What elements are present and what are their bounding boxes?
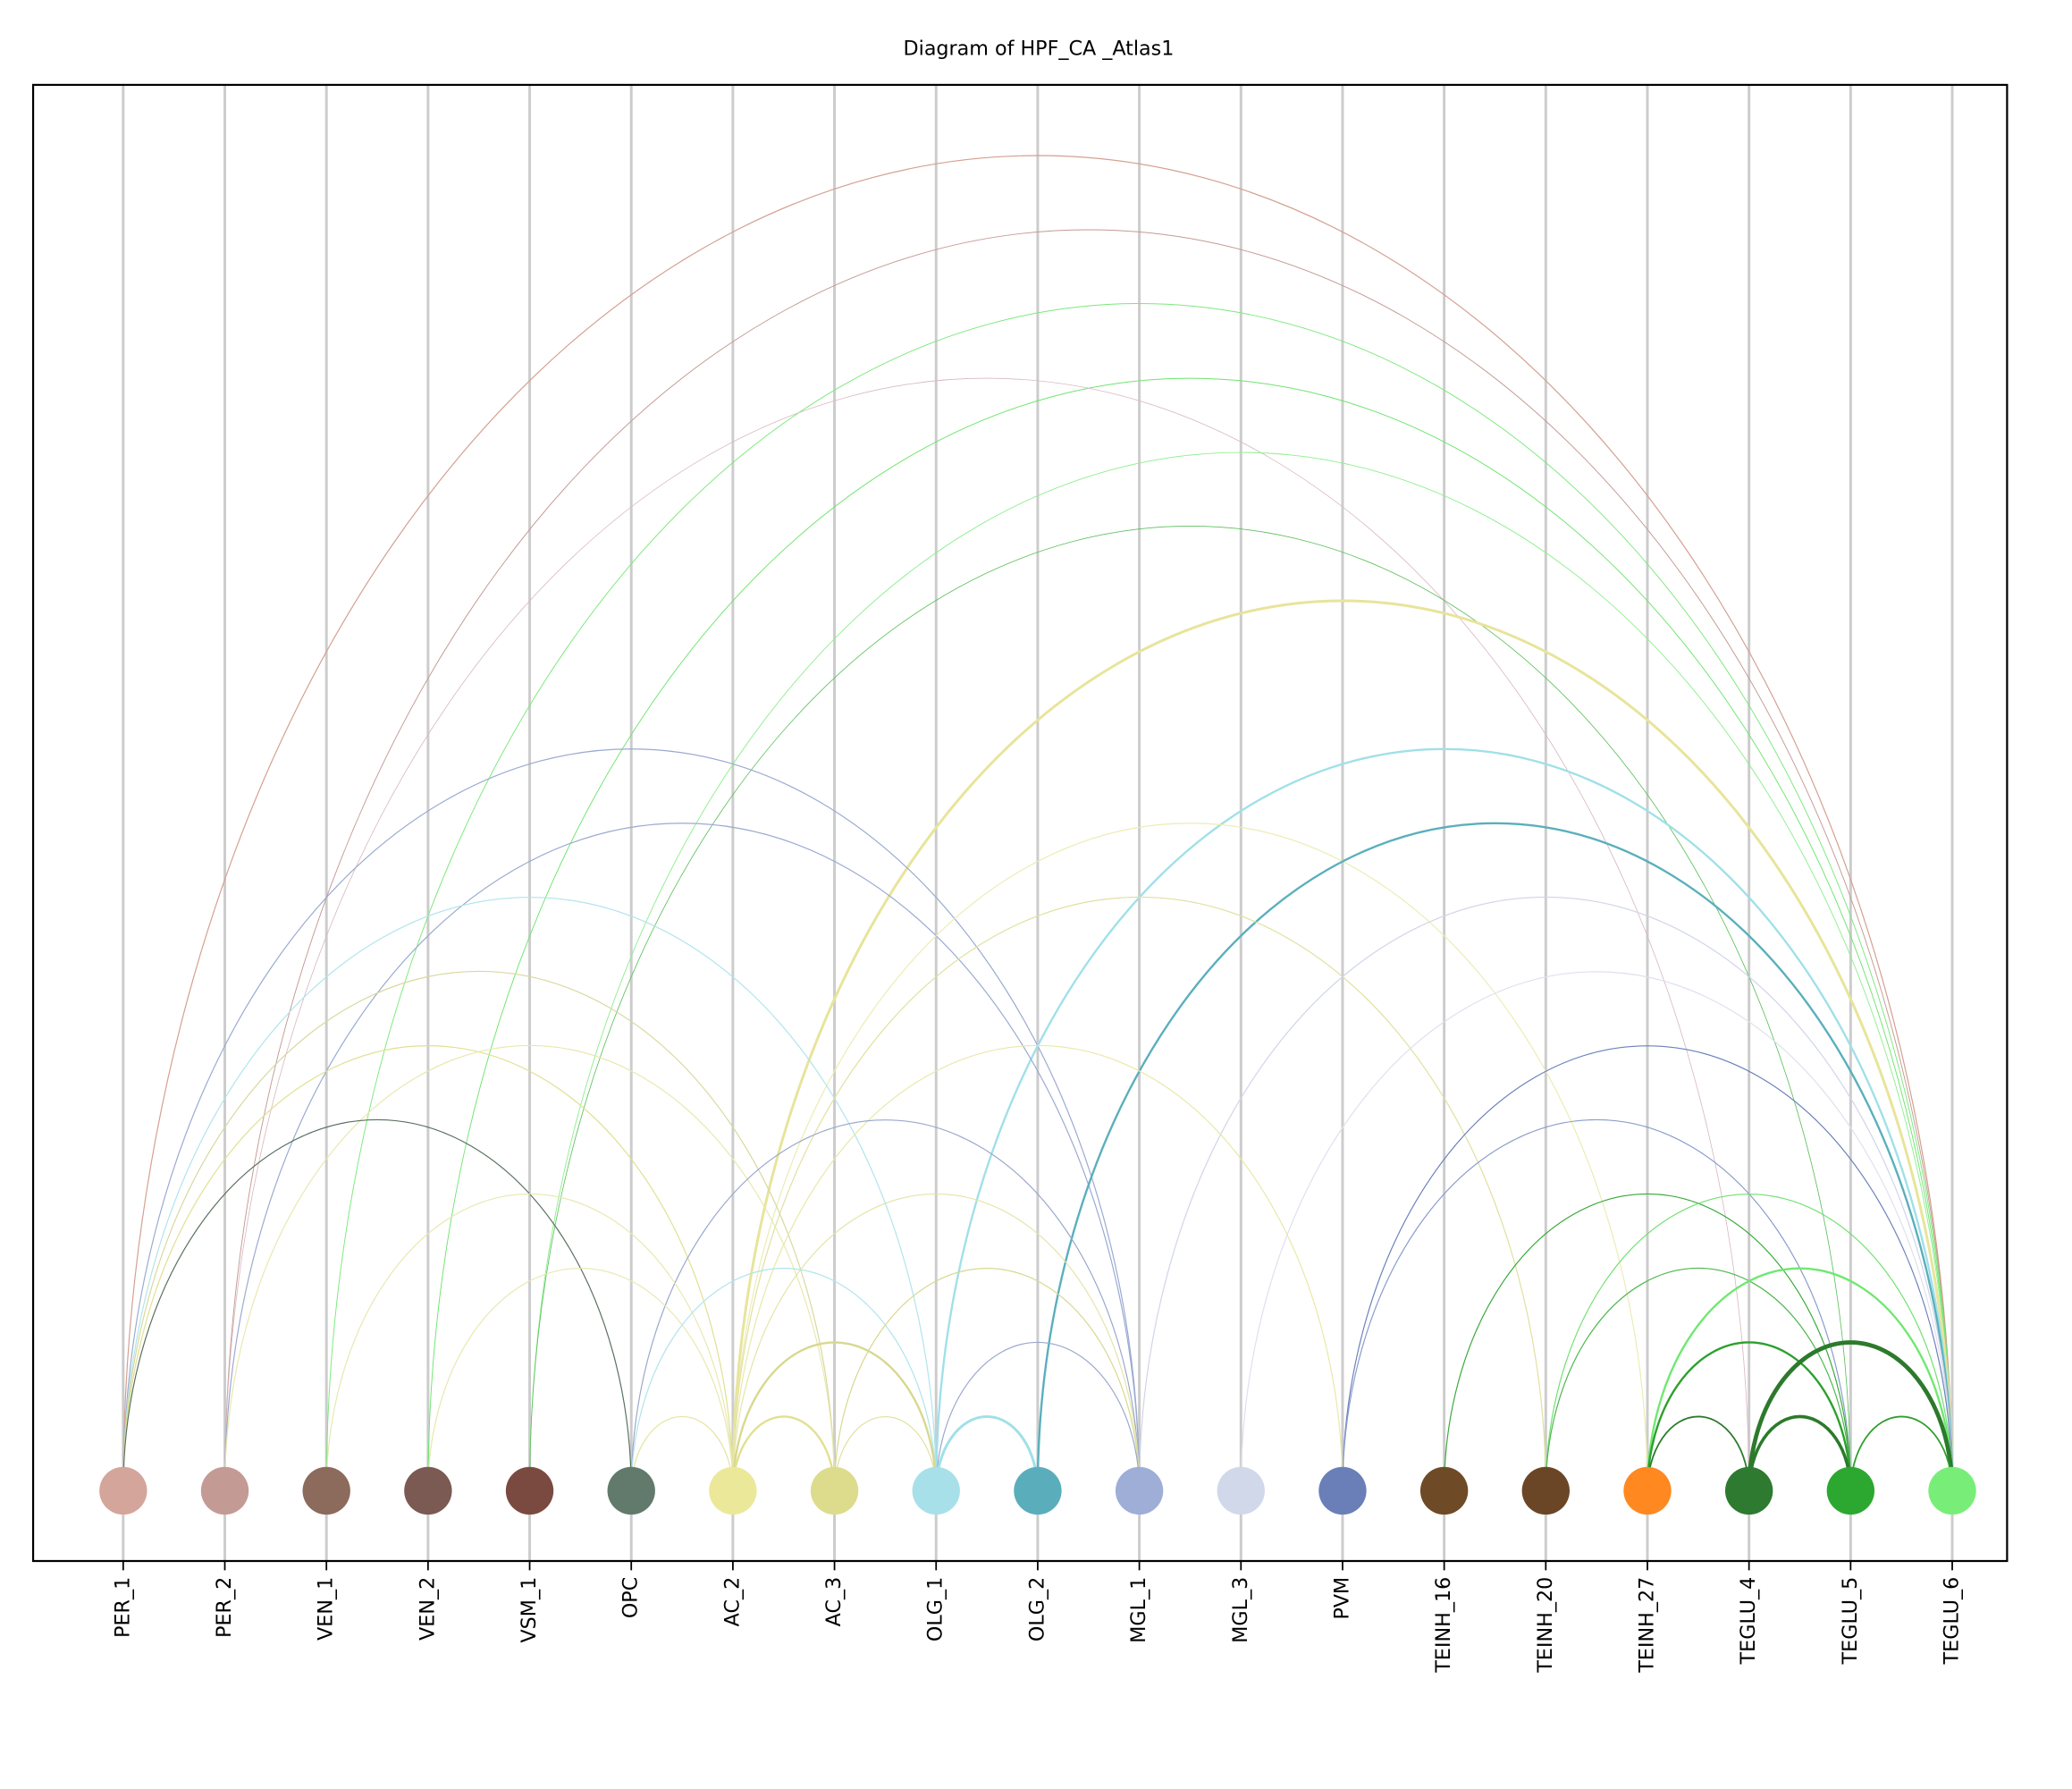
diagram-title: Diagram of HPF_CA _Atlas1 xyxy=(904,37,1175,60)
edge-arc xyxy=(223,1044,836,1491)
edge-arc xyxy=(325,303,1953,1491)
edge-arc xyxy=(732,1044,1343,1491)
node xyxy=(1115,1466,1164,1515)
edge-arc xyxy=(1240,970,1953,1491)
edge-arc xyxy=(122,1118,632,1491)
node-label: VEN_2 xyxy=(416,1577,439,1641)
edge-arc xyxy=(630,1118,1141,1491)
node-label: PER_2 xyxy=(213,1577,236,1638)
edge-arc xyxy=(833,1267,1141,1491)
node xyxy=(1928,1466,1976,1515)
edge-arc xyxy=(1444,1193,1851,1491)
edge-arc xyxy=(122,747,1141,1491)
edge-arc xyxy=(1747,1414,1853,1491)
edge-arc xyxy=(731,1415,836,1491)
node xyxy=(1623,1466,1672,1515)
node-label: OLG_1 xyxy=(924,1577,948,1641)
edge-arc xyxy=(122,970,836,1491)
node xyxy=(505,1466,554,1515)
edge-arc xyxy=(732,1193,1141,1491)
edge-arc xyxy=(1036,822,1954,1491)
edge-arc xyxy=(833,1415,937,1491)
node xyxy=(912,1466,960,1515)
edge-arc xyxy=(1849,1415,1953,1491)
edge-arc xyxy=(1747,1340,1955,1491)
node xyxy=(1521,1466,1570,1515)
node xyxy=(200,1466,249,1515)
node xyxy=(1014,1466,1062,1515)
edge-arc xyxy=(1646,1341,1852,1491)
edge-arc xyxy=(122,154,1953,1491)
edge-arc xyxy=(731,599,1954,1491)
edge-arc xyxy=(122,1044,734,1491)
edge-arc xyxy=(630,1267,937,1491)
node xyxy=(709,1466,757,1515)
node xyxy=(1724,1466,1773,1515)
edge-arc xyxy=(732,822,1648,1491)
edge-arc xyxy=(935,1341,1141,1491)
edge-arc xyxy=(1647,1415,1750,1491)
edge-arc xyxy=(1139,896,1953,1491)
node xyxy=(302,1466,350,1515)
node xyxy=(404,1466,452,1515)
node-label: TEINH_20 xyxy=(1534,1577,1557,1674)
node xyxy=(1419,1466,1469,1515)
edge-arc xyxy=(935,747,1954,1491)
node xyxy=(1217,1466,1265,1515)
node-label: PER_1 xyxy=(111,1577,134,1638)
edge-arc xyxy=(934,1415,1040,1491)
edge-arc xyxy=(223,822,1141,1491)
node xyxy=(810,1466,859,1515)
node-label: TEINH_16 xyxy=(1432,1577,1455,1674)
node-label: VSM_1 xyxy=(518,1577,541,1643)
edge-arc xyxy=(630,1415,734,1491)
node xyxy=(1826,1466,1875,1515)
node xyxy=(99,1466,147,1515)
edge-arc xyxy=(1545,1193,1953,1491)
node-label: VEN_1 xyxy=(315,1577,338,1641)
node-label: PVM xyxy=(1330,1577,1353,1620)
edge-arc xyxy=(529,526,1851,1491)
edge-arc xyxy=(325,1193,734,1491)
node-label: MGL_1 xyxy=(1127,1577,1150,1643)
edge-arc xyxy=(1342,1118,1851,1491)
node-label: TEGLU_5 xyxy=(1839,1577,1862,1666)
node xyxy=(607,1466,655,1515)
edge-arc xyxy=(731,1341,938,1491)
node-label: AC_2 xyxy=(720,1577,744,1627)
edge-arc xyxy=(122,896,937,1491)
node-label: AC_3 xyxy=(822,1577,846,1627)
node xyxy=(1318,1466,1367,1515)
node-label: TEGLU_6 xyxy=(1941,1577,1964,1666)
edge-arc xyxy=(427,1267,734,1491)
frame xyxy=(31,83,2009,1563)
node-label: OPC xyxy=(619,1577,643,1618)
node-label: TEINH_27 xyxy=(1635,1577,1658,1674)
edge-arc xyxy=(1545,1267,1851,1491)
node-label: OLG_2 xyxy=(1025,1577,1049,1641)
edge-arc xyxy=(1646,1267,1954,1491)
node-label: TEGLU_4 xyxy=(1737,1577,1760,1666)
edge-arc xyxy=(732,896,1546,1491)
edge-arc xyxy=(1342,1044,1953,1491)
node-label: MGL_3 xyxy=(1229,1577,1252,1643)
